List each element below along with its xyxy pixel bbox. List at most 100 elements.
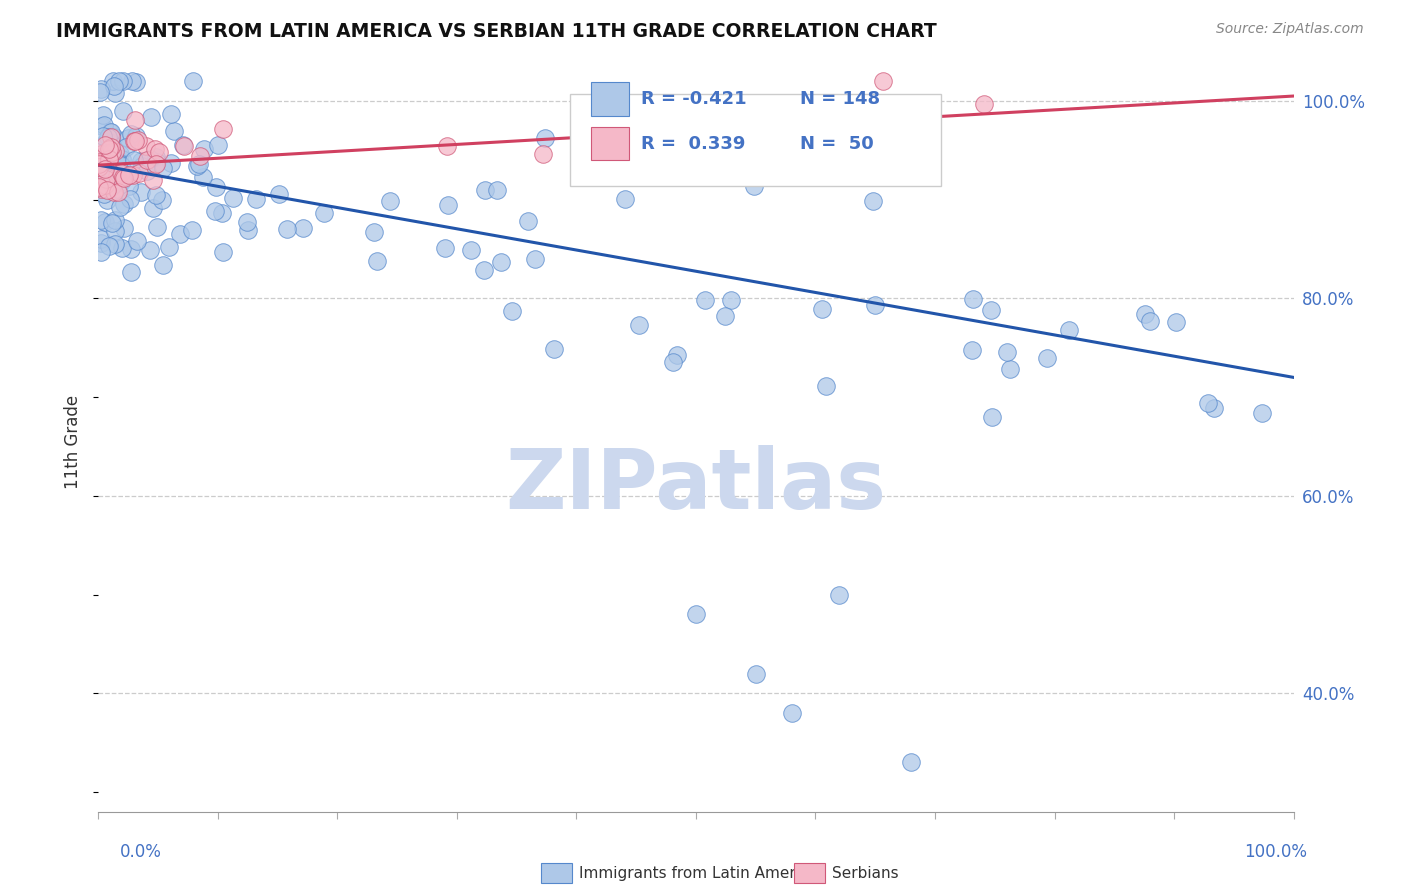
Point (122, 169, 145, 183)
Point (998, 362, 1021, 376)
Point (628, 318, 651, 332)
Point (181, 74, 204, 88)
Point (100, 146, 122, 161)
Point (1204, 401, 1226, 416)
Point (112, 171, 135, 186)
Point (181, 223, 204, 237)
Point (90, 232, 112, 246)
Point (267, 186, 290, 201)
Point (105, 153, 128, 168)
Point (191, 169, 214, 184)
Point (111, 152, 134, 166)
Point (107, 74, 129, 88)
Point (1133, 307, 1156, 321)
Point (980, 303, 1002, 318)
Point (112, 104, 135, 119)
Text: R = -0.421: R = -0.421 (641, 90, 747, 109)
Point (145, 150, 167, 164)
Point (661, 355, 683, 369)
Point (87, 157, 110, 171)
Point (211, 121, 233, 136)
Point (193, 142, 215, 156)
Point (93, 215, 115, 229)
Point (103, 212, 125, 227)
Point (613, 192, 636, 206)
Point (811, 301, 834, 316)
Text: 0.0%: 0.0% (120, 843, 162, 861)
Point (172, 138, 194, 153)
Point (1164, 315, 1187, 329)
Point (100, 130, 122, 145)
Point (699, 139, 721, 153)
Point (94, 136, 117, 150)
Point (90, 169, 112, 183)
Point (960, 343, 983, 357)
Point (135, 163, 157, 178)
Text: Serbians: Serbians (832, 866, 898, 880)
Point (720, 293, 742, 308)
Point (100, 140, 122, 154)
Point (665, 348, 688, 362)
Point (742, 179, 765, 194)
Point (96, 148, 118, 162)
Point (124, 112, 146, 127)
FancyBboxPatch shape (571, 94, 941, 186)
Point (118, 179, 141, 194)
Point (100, 168, 122, 182)
Point (292, 221, 315, 235)
Point (121, 74, 143, 88)
Point (534, 130, 557, 145)
Point (87, 179, 110, 194)
Point (127, 133, 149, 147)
Point (524, 252, 547, 266)
Point (90, 82, 112, 96)
Point (693, 293, 716, 308)
Point (125, 234, 148, 248)
Point (128, 166, 150, 180)
Point (489, 255, 512, 269)
Point (101, 145, 124, 160)
Point (94, 178, 117, 193)
Point (1139, 314, 1161, 328)
Point (90, 160, 112, 174)
Point (863, 298, 886, 312)
Point (105, 155, 128, 169)
Point (90, 146, 112, 161)
Point (111, 242, 134, 256)
Point (157, 240, 180, 254)
Point (96, 194, 118, 208)
Point (91, 120, 114, 134)
Point (145, 154, 167, 169)
Point (101, 175, 124, 189)
Point (101, 178, 124, 192)
Point (474, 184, 496, 198)
Point (188, 149, 211, 163)
Point (828, 588, 851, 602)
Point (100, 129, 122, 144)
Point (101, 216, 124, 230)
Point (122, 153, 145, 168)
Text: Source: ZipAtlas.com: Source: ZipAtlas.com (1216, 22, 1364, 37)
Point (90, 244, 112, 259)
Point (146, 219, 169, 234)
Point (96, 172, 118, 186)
Point (91, 129, 114, 144)
Point (844, 125, 866, 139)
Point (436, 197, 458, 211)
Point (135, 153, 157, 167)
Point (717, 153, 740, 168)
Point (436, 139, 458, 153)
Point (173, 139, 195, 153)
Point (211, 206, 233, 220)
Point (115, 140, 138, 154)
Point (89, 155, 111, 169)
Point (138, 243, 160, 257)
Point (139, 111, 162, 125)
Point (152, 161, 174, 175)
Point (169, 227, 191, 241)
Point (90, 182, 112, 196)
Point (363, 225, 385, 239)
Point (207, 137, 229, 152)
Point (150, 193, 173, 207)
Point (87, 160, 110, 174)
